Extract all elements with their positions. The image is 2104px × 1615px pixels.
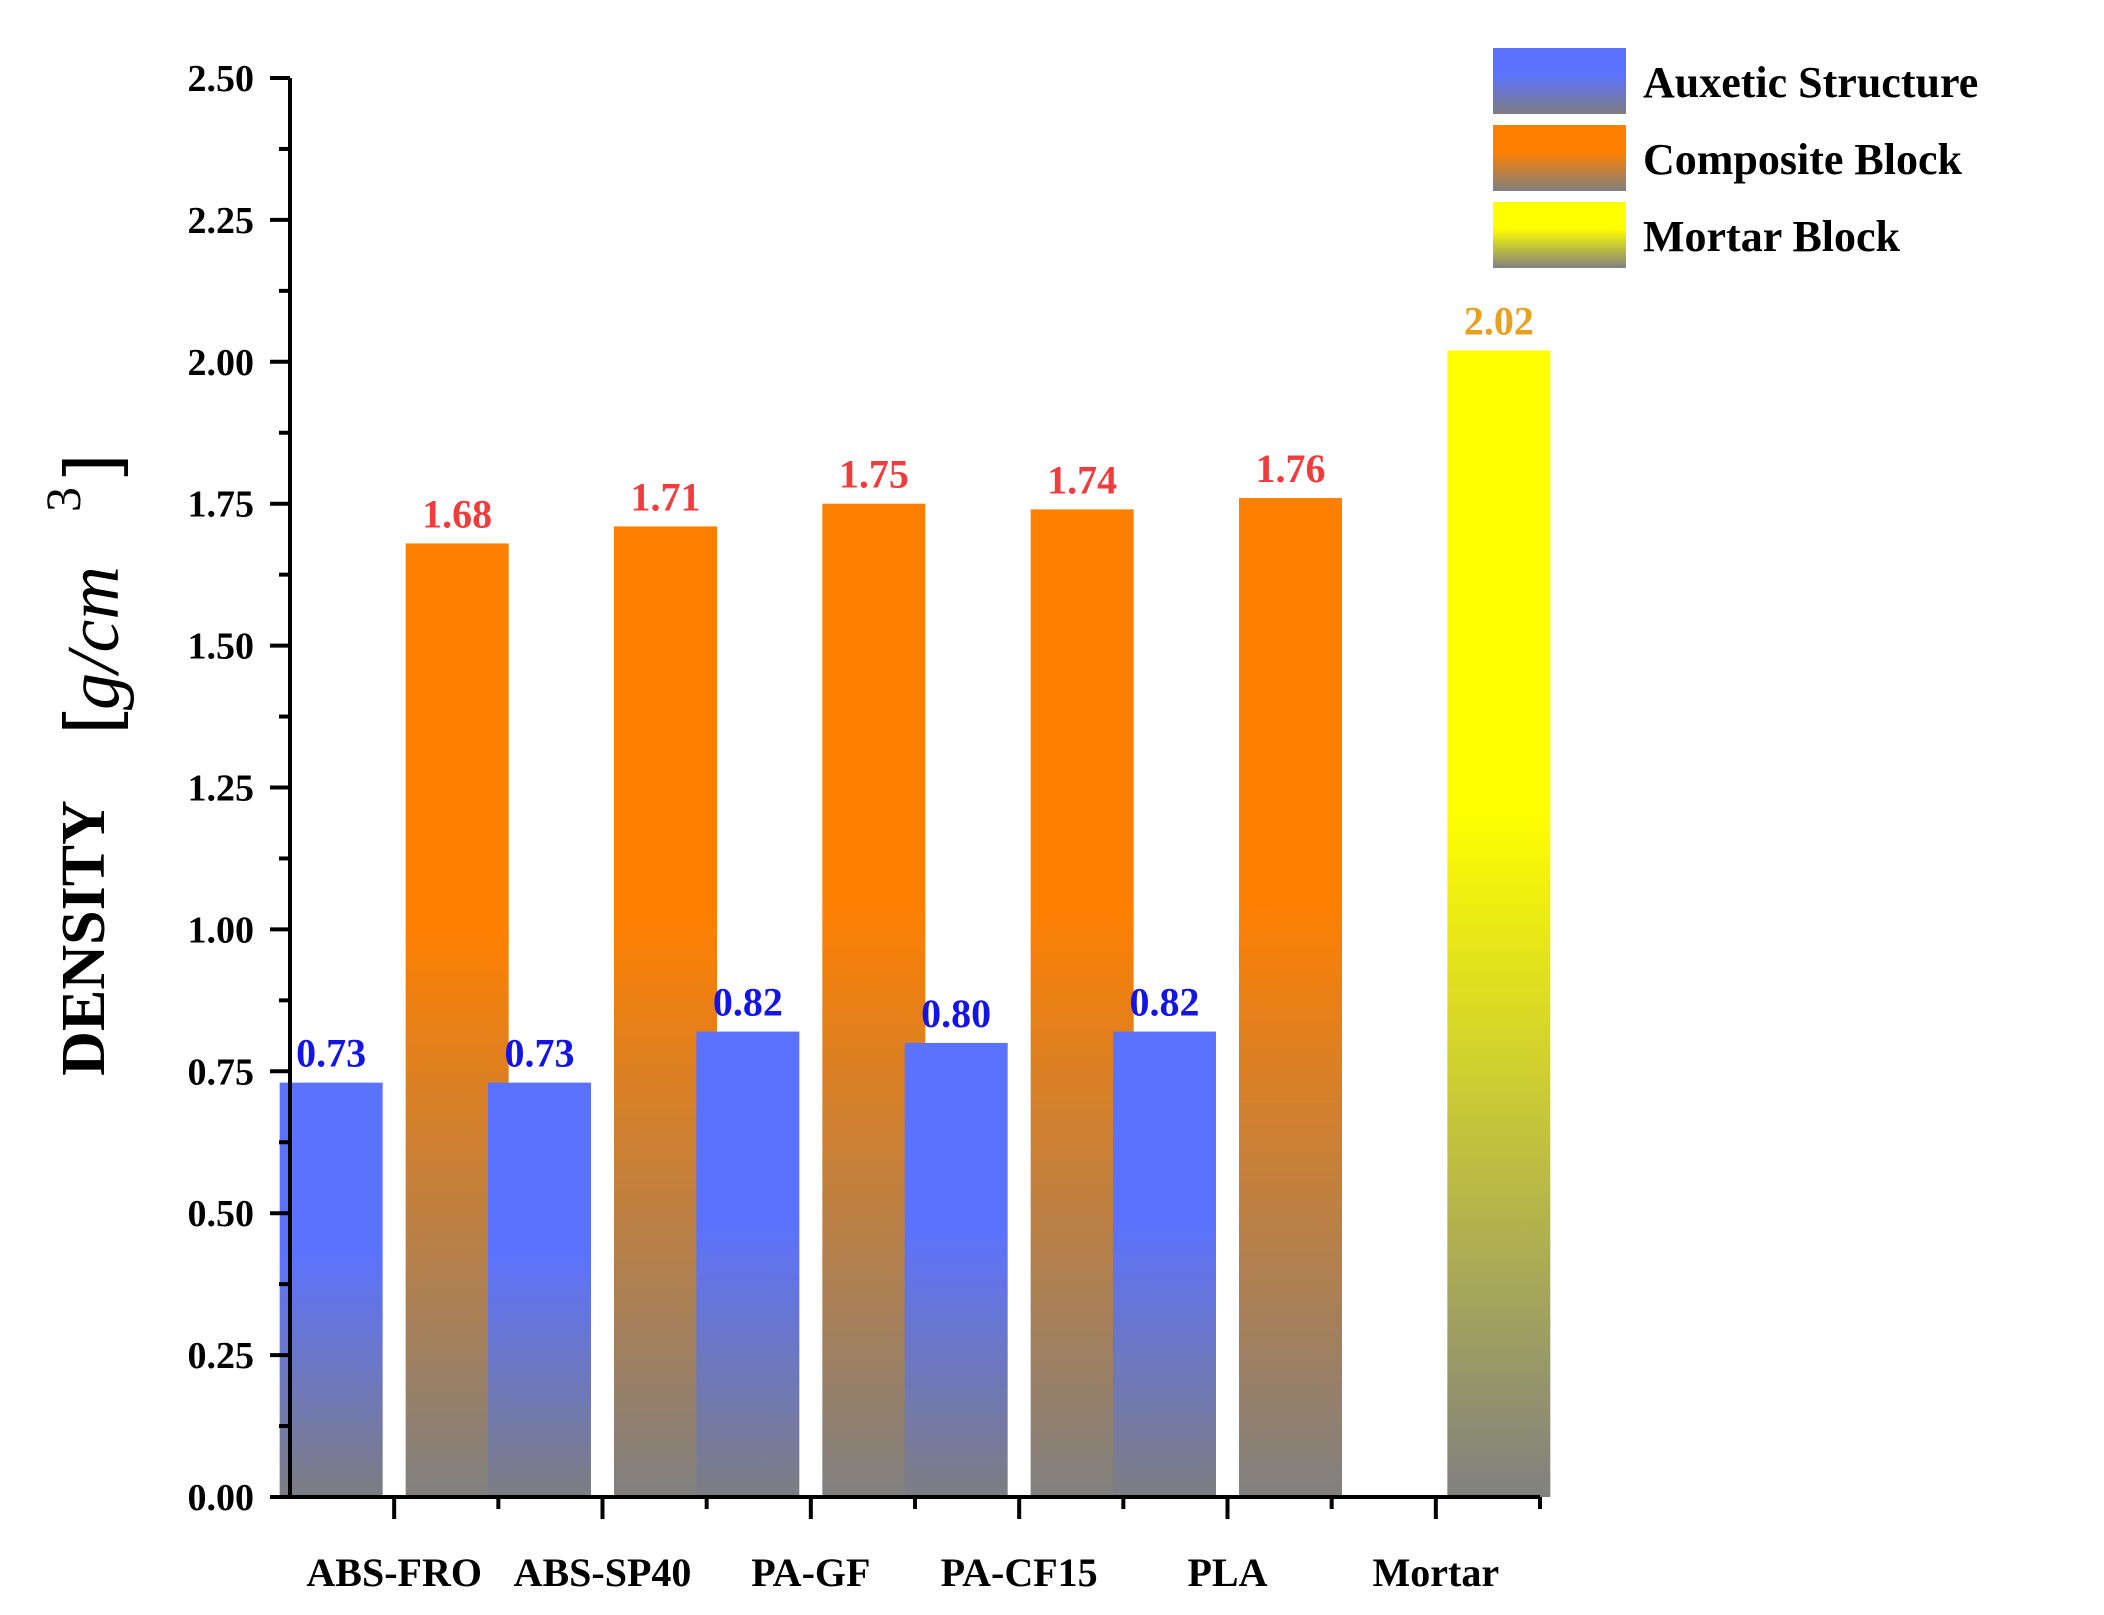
bar-pa-cf15-auxetic-structure xyxy=(904,1042,1008,1497)
data-label: 0.80 xyxy=(921,991,991,1036)
labels-layer: 0.73 1.68 ABS-FRO 0.73 1.71 ABS-SP40 0.82 1.75 P… xyxy=(296,298,1534,1595)
data-label: 1.71 xyxy=(631,474,701,519)
data-label: 0.82 xyxy=(713,980,783,1025)
legend-label: Auxetic Structure xyxy=(1643,58,1978,107)
y-axis-unit-open-bracket: [ xyxy=(50,706,136,735)
legend-label: Composite Block xyxy=(1643,135,1963,184)
y-tick-label: 0.00 xyxy=(188,1477,255,1519)
y-axis-unit-superscript: 3 xyxy=(35,487,91,512)
legend-swatch xyxy=(1493,48,1626,114)
y-tick-label: 1.25 xyxy=(188,768,255,810)
x-tick-label: ABS-FRO xyxy=(306,1550,482,1595)
y-tick-label: 2.25 xyxy=(188,200,255,242)
x-tick-label: PLA xyxy=(1188,1550,1268,1595)
bars-layer xyxy=(279,350,1551,1498)
data-label: 1.68 xyxy=(422,491,492,536)
y-axis-unit: g/cm xyxy=(53,566,135,710)
data-label: 0.82 xyxy=(1130,980,1200,1025)
bar-abs-fro-auxetic-structure xyxy=(279,1082,383,1497)
bar-pla-auxetic-structure xyxy=(1113,1031,1216,1497)
y-tick-label: 0.75 xyxy=(188,1051,255,1093)
legend-swatch xyxy=(1493,125,1626,191)
y-axis-title-text: DENSITY xyxy=(50,800,118,1076)
x-tick-label: ABS-SP40 xyxy=(514,1550,692,1595)
legend-swatch xyxy=(1493,202,1626,268)
y-tick-label: 1.50 xyxy=(188,626,255,668)
bar-pa-gf-auxetic-structure xyxy=(696,1031,800,1497)
y-tick-label: 1.75 xyxy=(188,484,255,526)
x-tick-label: PA-CF15 xyxy=(941,1550,1098,1595)
legend-label: Mortar Block xyxy=(1643,212,1901,261)
data-label: 2.02 xyxy=(1464,298,1534,343)
y-tick-label: 2.50 xyxy=(188,58,255,100)
data-label: 1.74 xyxy=(1047,457,1117,502)
data-label: 0.73 xyxy=(296,1031,366,1076)
bar-mortar-mortar-block xyxy=(1447,350,1551,1497)
y-tick-label: 0.25 xyxy=(188,1335,255,1377)
data-label: 1.75 xyxy=(839,452,909,497)
bar-abs-sp40-auxetic-structure xyxy=(488,1082,591,1497)
y-tick-label: 1.00 xyxy=(188,909,255,951)
axes-layer: 0.00 0.25 0.50 0.75 1.00 1.25 1.50 1.75 2.00 2.25… xyxy=(188,58,1542,1519)
legend: Auxetic Structure Composite Block Mortar B… xyxy=(1493,48,1978,268)
x-tick-label: PA-GF xyxy=(751,1550,870,1595)
x-tick-label: Mortar xyxy=(1373,1550,1500,1595)
y-axis-title: DENSITY [ g/cm 3 ] xyxy=(35,453,136,1076)
bar-pla-composite-block xyxy=(1239,498,1342,1497)
data-label: 1.76 xyxy=(1256,446,1326,491)
y-axis-unit-close-bracket: ] xyxy=(50,453,136,482)
data-label: 0.73 xyxy=(505,1031,575,1076)
y-tick-label: 0.50 xyxy=(188,1193,255,1235)
y-tick-label: 2.00 xyxy=(188,342,255,384)
